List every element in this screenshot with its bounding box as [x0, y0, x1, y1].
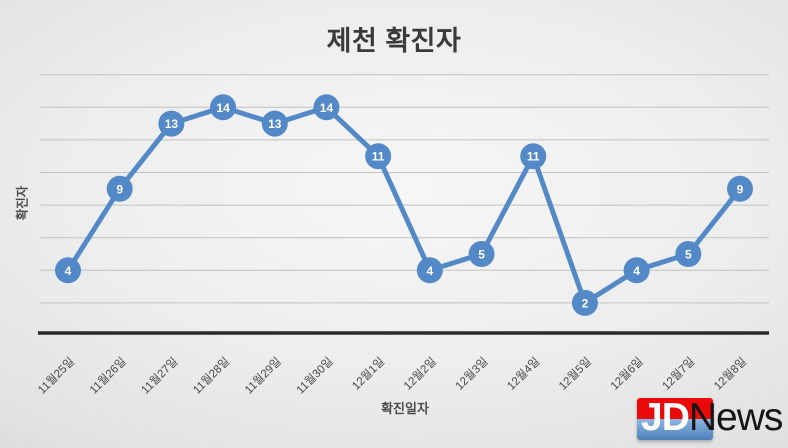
- x-tick-label: 12월2일: [401, 354, 439, 392]
- data-point-marker: [261, 110, 288, 137]
- x-tick-label: 11월27일: [138, 354, 180, 396]
- data-point-label: 4: [427, 264, 434, 278]
- data-point-marker: [210, 94, 237, 121]
- x-tick-label: 11월30일: [293, 354, 335, 396]
- jdnews-logo-news: News: [688, 396, 784, 439]
- data-point-label: 11: [372, 150, 385, 164]
- data-point-label: 2: [582, 296, 589, 310]
- data-point-label: 9: [116, 182, 123, 196]
- data-point-label: 9: [737, 182, 744, 196]
- data-point-marker: [727, 175, 753, 202]
- data-point-marker: [571, 289, 598, 316]
- data-point-label: 5: [478, 248, 485, 262]
- data-point-marker: [520, 143, 547, 170]
- data-point-marker: [468, 241, 495, 267]
- data-point-marker: [416, 257, 443, 284]
- jdnews-logo-jd: JD: [641, 396, 690, 439]
- data-point-marker: [365, 143, 392, 170]
- x-tick-label: 11월29일: [242, 354, 284, 396]
- data-point-label: 4: [633, 264, 640, 278]
- x-tick-label: 12월1일: [349, 354, 387, 392]
- x-tick-label: 12월3일: [452, 354, 490, 392]
- data-point-marker: [623, 257, 650, 284]
- chart-title: 제천 확진자: [326, 26, 462, 56]
- x-tick-label: 12월5일: [556, 354, 594, 392]
- data-point-marker: [313, 94, 340, 121]
- x-tick-label: 12월4일: [504, 354, 542, 392]
- data-point-marker: [55, 257, 81, 284]
- data-point-label: 13: [268, 117, 282, 131]
- data-point-label: 4: [65, 264, 72, 278]
- data-point-label: 13: [165, 117, 179, 131]
- data-point-label: 14: [320, 101, 334, 115]
- data-point-marker: [106, 175, 133, 202]
- data-point-label: 5: [685, 248, 692, 262]
- data-point-label: 14: [216, 101, 230, 115]
- jdnews-logo-text: JDNews: [641, 393, 784, 443]
- x-tick-label: 12월6일: [607, 354, 645, 392]
- jdnews-logo: JDNews: [634, 393, 788, 445]
- x-axis-title: 확진일자: [381, 401, 429, 416]
- x-tick-label: 12월7일: [659, 354, 697, 392]
- x-tick-label: 11월25일: [35, 354, 77, 396]
- data-point-marker: [675, 241, 702, 267]
- jdnews-logo-flag: [637, 398, 713, 440]
- data-point-label: 11: [527, 150, 540, 164]
- x-tick-label: 11월26일: [86, 354, 128, 396]
- x-tick-label: 11월28일: [190, 354, 232, 396]
- data-point-marker: [158, 110, 185, 137]
- x-tick-label: 12월8일: [711, 354, 749, 392]
